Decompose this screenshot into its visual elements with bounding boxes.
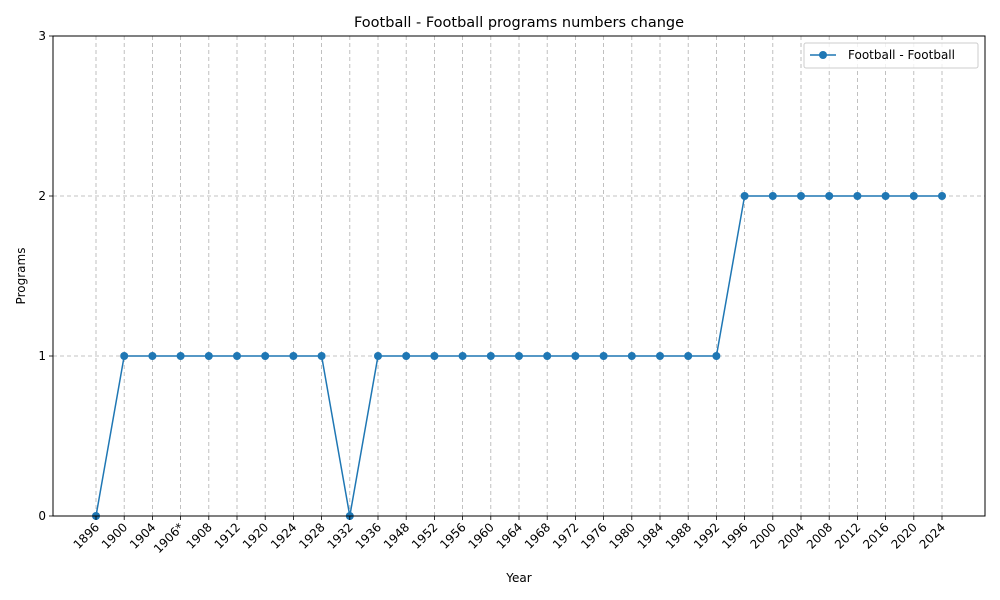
x-tick-label: 1924 xyxy=(268,520,299,551)
x-tick-label: 1928 xyxy=(296,520,327,551)
x-tick-label: 2000 xyxy=(747,520,778,551)
data-point xyxy=(599,352,608,360)
x-tick-label: 1952 xyxy=(409,520,440,551)
x-tick-label: 2012 xyxy=(832,520,863,551)
x-tick-label: 2008 xyxy=(804,520,835,551)
x-tick-label: 1912 xyxy=(212,520,243,551)
x-tick-label: 1932 xyxy=(324,520,355,551)
chart-title: Football - Football programs numbers cha… xyxy=(354,15,684,31)
x-tick-label: 1964 xyxy=(494,520,525,551)
markers-layer xyxy=(92,192,946,520)
data-point xyxy=(571,352,580,360)
legend-entry-label: Football - Football xyxy=(848,48,955,62)
data-point xyxy=(120,352,129,360)
x-tick-label: 1896 xyxy=(71,520,102,551)
data-point xyxy=(515,352,523,360)
y-tick-label: 0 xyxy=(38,509,46,523)
data-point xyxy=(881,192,890,200)
data-point xyxy=(740,192,749,200)
data-point xyxy=(656,352,664,360)
x-tick-label: 1900 xyxy=(99,520,130,551)
x-ticks: 1896190019041906*19081912192019241928193… xyxy=(71,516,948,556)
data-point xyxy=(768,192,777,200)
data-point xyxy=(430,352,439,360)
x-tick-label: 2004 xyxy=(776,520,807,551)
data-point xyxy=(853,192,862,200)
data-point xyxy=(458,352,467,360)
y-tick-label: 1 xyxy=(38,349,46,363)
y-tick-label: 3 xyxy=(38,29,46,43)
x-tick-label: 1906* xyxy=(151,520,187,556)
legend-box xyxy=(803,42,979,69)
data-point xyxy=(233,352,241,360)
data-point xyxy=(374,352,382,360)
x-tick-label: 1968 xyxy=(522,520,553,551)
legend-marker xyxy=(819,51,827,59)
data-point xyxy=(486,352,495,360)
legend: Football - Football xyxy=(803,42,979,69)
x-tick-label: 1956 xyxy=(437,520,468,551)
x-tick-label: 1992 xyxy=(691,520,722,551)
x-tick-label: 1996 xyxy=(719,520,750,551)
data-point xyxy=(317,352,326,360)
grid-lines xyxy=(53,35,985,517)
data-point xyxy=(204,352,213,360)
x-tick-label: 1976 xyxy=(578,520,609,551)
data-point xyxy=(543,352,552,360)
data-point xyxy=(176,352,185,360)
data-point xyxy=(797,192,805,200)
y-axis-label: Programs xyxy=(14,248,28,305)
data-point xyxy=(712,352,721,360)
data-point xyxy=(909,192,918,200)
data-point xyxy=(825,192,834,200)
data-point xyxy=(289,352,298,360)
data-point xyxy=(938,192,946,200)
data-point xyxy=(627,352,636,360)
x-tick-label: 1984 xyxy=(635,520,666,551)
x-tick-label: 1988 xyxy=(663,520,694,551)
data-point xyxy=(148,352,157,360)
y-ticks: 0 1 2 3 xyxy=(38,29,53,523)
data-point xyxy=(261,352,270,360)
x-tick-label: 1948 xyxy=(381,520,412,551)
y-tick-label: 2 xyxy=(38,189,46,203)
data-point xyxy=(684,352,693,360)
x-axis-label: Year xyxy=(505,571,531,585)
x-tick-label: 2020 xyxy=(888,520,919,551)
x-tick-label: 2024 xyxy=(917,520,948,551)
x-tick-label: 1908 xyxy=(183,520,214,551)
data-point xyxy=(402,352,411,360)
x-tick-label: 2016 xyxy=(860,520,891,551)
x-tick-label: 1920 xyxy=(240,520,271,551)
x-tick-label: 1936 xyxy=(353,520,384,551)
x-tick-label: 1972 xyxy=(550,520,581,551)
x-tick-label: 1980 xyxy=(606,520,637,551)
x-tick-label: 1960 xyxy=(465,520,496,551)
